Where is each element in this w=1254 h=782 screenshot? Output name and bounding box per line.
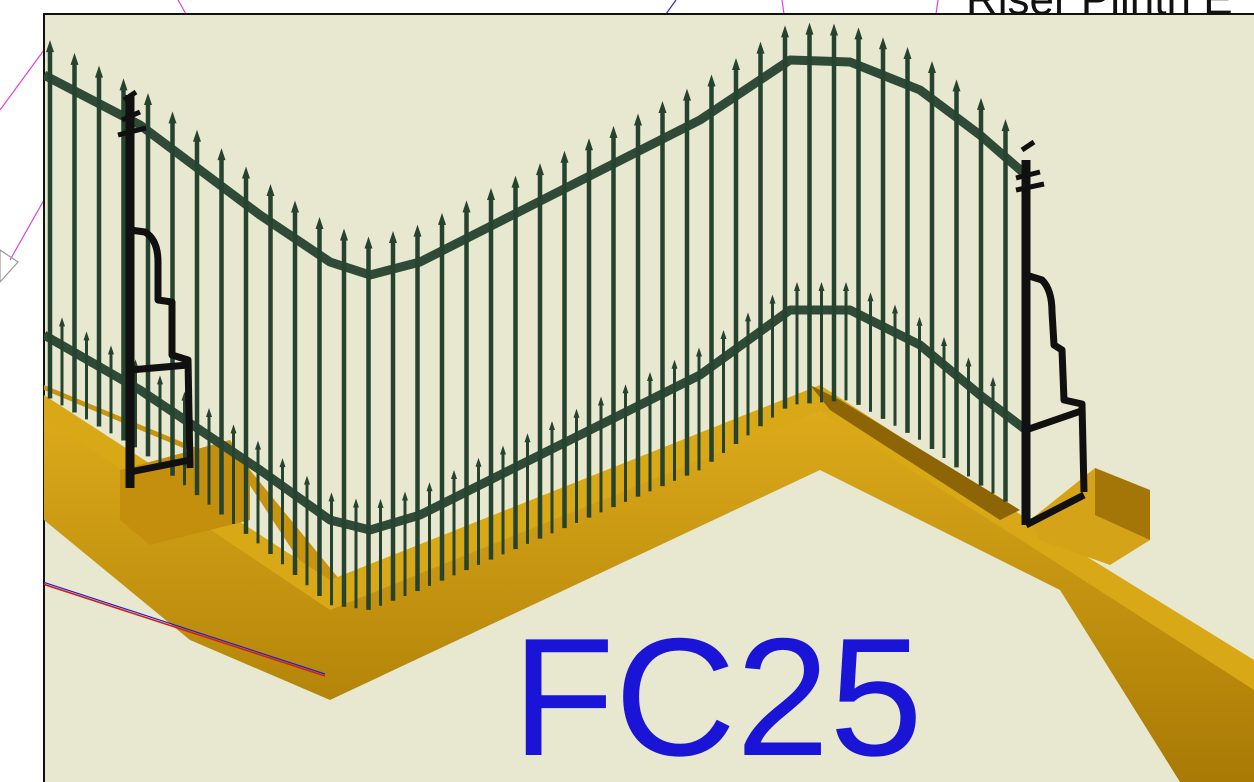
fence-dog-finial (377, 498, 384, 508)
fence-finial (487, 187, 495, 200)
fence-dog-finial (892, 304, 898, 314)
fence-dog-finial (279, 458, 286, 468)
fence-dog-finial (769, 294, 776, 304)
fence-finial (683, 88, 691, 101)
fence-finial (46, 40, 54, 53)
fence-dog-finial (647, 372, 653, 381)
fence-dog-finial (965, 357, 972, 367)
fence-finial (95, 65, 103, 78)
fence-finial (291, 200, 299, 213)
fence-dog-finial (941, 337, 947, 346)
fence-dog-finial (549, 421, 555, 430)
fence-finial (879, 37, 887, 50)
fence-dog-finial (230, 424, 237, 434)
cad-line-magenta-top-2 (665, 0, 677, 15)
fence-finial (634, 113, 642, 126)
fence-dog-finial (451, 470, 457, 479)
fence-dog-finial (426, 482, 433, 492)
cad-leader-red (44, 583, 326, 677)
fence-finial (168, 111, 177, 124)
fence-dog-finial (598, 396, 604, 406)
fence-dog-finial (402, 491, 408, 501)
cad-line-magenta-top-3 (781, 0, 785, 15)
cad-leader-blue (44, 581, 326, 675)
fence-dog-finial (500, 445, 506, 455)
fence-finial (144, 93, 152, 105)
fence-finial (340, 228, 348, 241)
fence-finial (364, 236, 373, 249)
fence-dog-finial (745, 312, 751, 322)
fence-dog-finial (59, 317, 65, 327)
fence-finial (830, 23, 838, 36)
fence-finial (462, 200, 471, 213)
fence-finial (756, 41, 765, 54)
fence-dog-finial (990, 376, 996, 386)
fence-finial (585, 138, 593, 151)
fence-dog-finial (622, 384, 629, 394)
fence-finial (707, 74, 716, 87)
fence-finial (560, 150, 569, 163)
cad-line-magenta-top-4 (935, 0, 939, 15)
fence-finial (609, 125, 618, 138)
cad-line-magenta-top (177, 0, 187, 15)
fence-finial (70, 52, 79, 65)
cad-diamond-marker (0, 249, 19, 283)
fence-dog-finial (108, 345, 114, 355)
fence-dog-finial (843, 282, 849, 291)
fence-finial (732, 58, 740, 70)
fence-dog-finial (524, 433, 531, 443)
fence-dog-finial (157, 375, 163, 385)
fence-finial (438, 212, 446, 225)
fence-finial (928, 61, 936, 73)
plinth-right-cap-side (1095, 468, 1150, 540)
fence-finial (266, 184, 275, 197)
fence-finial (781, 25, 789, 38)
fence-dog-finial (255, 440, 261, 450)
fence-finial (1001, 119, 1010, 132)
fence-finial (977, 97, 985, 110)
fence-dog-finial (573, 408, 580, 418)
fence-dog-finial (304, 475, 310, 485)
fence-finial (854, 27, 863, 40)
gate-post-left (117, 89, 194, 488)
fence-bars (46, 22, 1010, 610)
fence-finial (193, 129, 201, 142)
fence-dog-finial (328, 492, 335, 502)
fence-finial (217, 148, 226, 161)
fence-finial (903, 47, 912, 59)
fence-finial (389, 231, 397, 244)
fence-dog-finial (206, 408, 212, 417)
plinth-front-face (44, 412, 1254, 782)
cad-line-magenta-left-2 (0, 49, 45, 111)
fence-dog-finial (794, 282, 800, 291)
cad-line-magenta-left (9, 199, 45, 261)
fence-finial (119, 78, 128, 91)
fence-finial (242, 166, 250, 179)
fence-dog-finial (83, 331, 90, 341)
fence-finial (511, 175, 520, 188)
fence-dog-finial (818, 282, 825, 291)
cad-linework (0, 0, 939, 283)
plinth-wall (44, 385, 1254, 782)
fence-dog-finial (696, 347, 702, 357)
fence-dog-finial (916, 316, 923, 326)
header-text: Riser Plinth E (966, 0, 1233, 22)
fence-finial (658, 101, 667, 114)
fence-dog-finial (867, 292, 874, 302)
gate-post-right (1015, 139, 1088, 529)
fence-dog-finial (353, 498, 359, 508)
fence-finial (536, 163, 544, 176)
fence-finial (805, 22, 814, 35)
fence-code-label: FC25 (512, 603, 923, 782)
fence-finial (413, 224, 422, 237)
plinth-inner-shadow (810, 385, 1020, 520)
fence-dog-finial (475, 457, 482, 467)
fence-dog-finial (720, 330, 727, 340)
fence-finial (315, 216, 324, 229)
fence-finial (952, 79, 961, 92)
fence-dog-finial (671, 359, 678, 369)
